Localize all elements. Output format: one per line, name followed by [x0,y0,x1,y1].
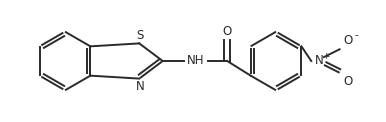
Text: S: S [137,29,144,42]
Text: O: O [344,75,353,88]
Text: N: N [315,55,323,67]
Text: N: N [136,80,145,93]
Text: O: O [223,25,232,38]
Text: +: + [322,52,330,61]
Text: NH: NH [187,55,205,67]
Text: -: - [354,31,358,41]
Text: O: O [344,34,353,47]
